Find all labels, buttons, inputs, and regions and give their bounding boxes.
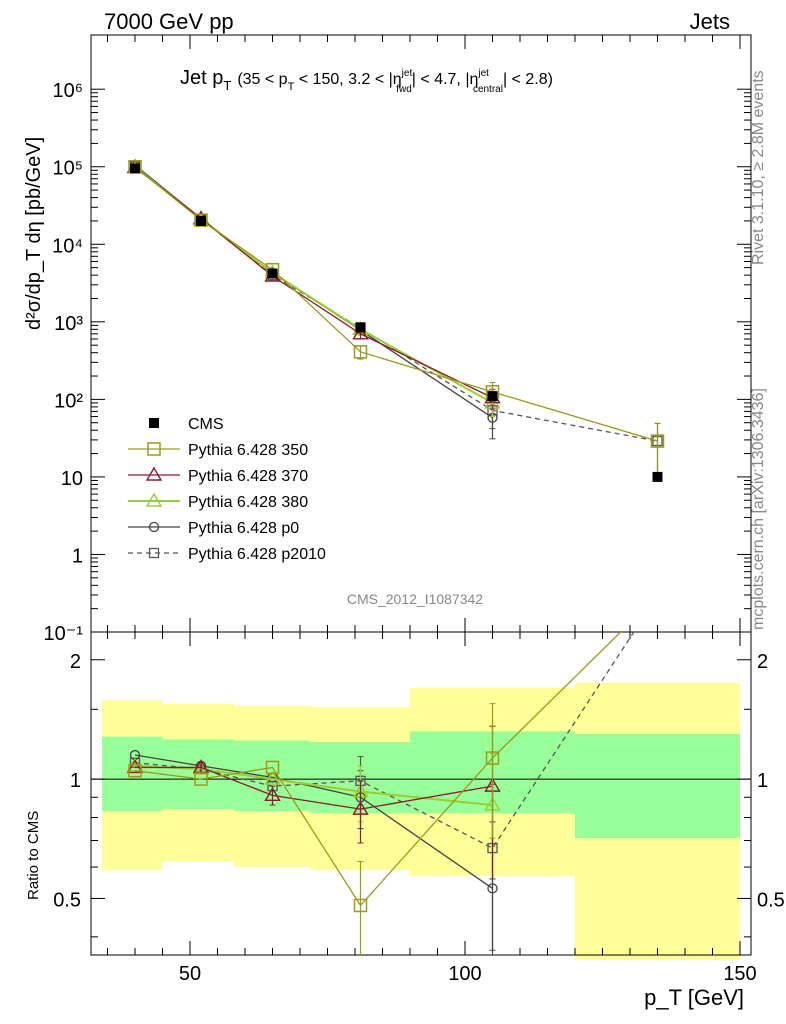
- band-inner-0: [102, 736, 163, 812]
- main-line-pythia-6-428-370: [134, 166, 493, 399]
- main-panel: 10⁻¹ 1 10 10² 10³ 10⁴ 10⁵ 10⁶: [44, 34, 752, 645]
- main-series-pythia-6-428-380: [126, 158, 501, 418]
- ratio-line-pythia-6-428-p0: [134, 754, 493, 889]
- main-ylabel: d²σ/dp_T dη [pb/GeV]: [23, 137, 45, 330]
- legend-label-cms: CMS: [188, 416, 224, 433]
- main-series-cms: [130, 163, 663, 482]
- mcplots-label: mcplots.cern.ch [arXiv:1306.3436]: [750, 388, 767, 630]
- ratio-point-pythia-6-428-370: [126, 759, 144, 774]
- header-left: 7000 GeV pp: [104, 9, 234, 34]
- ratio-point-pythia-6-428-370: [264, 786, 281, 802]
- legend-marker-pythia-6-428-380: [145, 492, 163, 507]
- ratio-bands: [102, 682, 740, 960]
- ratio-ylabel: Ratio to CMS: [25, 811, 42, 900]
- ratio-series-pythia-6-428-350: [128, 590, 664, 955]
- main-line-pythia-6-428-p0: [134, 164, 493, 419]
- legend-marker-pythia-6-428-p0: [148, 521, 160, 533]
- main-point-cms: [267, 268, 278, 279]
- legend-label-pythia-6-428-350: Pythia 6.428 350: [188, 442, 308, 459]
- title-cond: (35 < p: [237, 71, 287, 88]
- ratio-line-pythia-6-428-350: [134, 632, 622, 907]
- y-tick-label: 10⁶: [53, 80, 83, 102]
- main-point-cms: [652, 471, 663, 482]
- title-cond-sup1: jet: [401, 68, 413, 79]
- ratio-point-pythia-6-428-350: [485, 751, 500, 765]
- title-cond2: < 150, 3.2 < |η: [294, 71, 401, 88]
- y-tick-label: 10⁴: [52, 235, 83, 257]
- header-right: Jets: [690, 9, 730, 34]
- main-point-cms: [130, 163, 140, 174]
- main-point-cms: [355, 322, 366, 333]
- main-point-pythia-6-428-370: [352, 325, 369, 340]
- ratio-tick-label: 2: [70, 651, 81, 673]
- x-axis-label: p_T [GeV]: [644, 985, 744, 1010]
- y-tick-label: 10²: [54, 390, 83, 412]
- main-line-pythia-6-428-350: [134, 166, 658, 442]
- x-tick-label: 150: [723, 963, 756, 985]
- x-tick-label: 100: [448, 963, 481, 985]
- svg-text:Jet pT(35 < pT < 150, 3.2 < |η: Jet pT (35 < pT < 150, 3.2 < |ηjet fwd| < …: [180, 67, 553, 95]
- title-cond4: | < 2.8): [503, 71, 553, 88]
- ratio-point-pythia-6-428-350: [353, 898, 368, 913]
- legend: CMS Pythia 6.428 350 Pythia 6.428 370 Pythi…: [128, 416, 326, 563]
- main-line-pythia-6-428-380: [134, 165, 493, 404]
- title-main-sub: T: [223, 78, 231, 93]
- main-series-pythia-6-428-370: [126, 159, 501, 410]
- main-point-pythia-6-428-350: [194, 213, 208, 227]
- band-inner-5: [575, 733, 740, 839]
- legend-label-pythia-6-428-p2010: Pythia 6.428 p2010: [188, 546, 326, 563]
- legend-label-pythia-6-428-370: Pythia 6.428 370: [188, 468, 308, 485]
- ratio-frame: [90, 631, 752, 956]
- ratio-point-pythia-6-428-350: [194, 772, 208, 786]
- title-cond-sup2: jet: [477, 68, 489, 79]
- ratio-point-pythia-6-428-p2010: [653, 591, 662, 600]
- ratio-panel: 50 100 150 0.5 0.5 1 1 2 2: [53, 590, 785, 985]
- ratio-tick-label-right: 2: [757, 651, 768, 673]
- main-line-pythia-6-428-p2010: [134, 165, 658, 442]
- rivet-label: Rivet 3.1.10, ≥ 2.8M events: [750, 70, 767, 265]
- ratio-tick-label-right: 1: [757, 770, 768, 792]
- legend-label-pythia-6-428-380: Pythia 6.428 380: [188, 494, 308, 511]
- title-cond-sub1: T: [288, 81, 295, 93]
- ratio-tick-label: 1: [70, 770, 81, 792]
- title-cond-sub2: fwd: [396, 84, 412, 95]
- main-point-cms: [487, 391, 498, 402]
- legend-label-pythia-6-428-p0: Pythia 6.428 p0: [188, 520, 299, 537]
- ratio-point-pythia-6-428-350: [652, 590, 664, 602]
- ratio-point-pythia-6-428-350: [128, 763, 142, 778]
- ratio-point-pythia-6-428-p0: [487, 883, 498, 894]
- title-cond-sub3: central: [473, 84, 503, 95]
- ratio-tick-label: 0.5: [53, 889, 81, 911]
- legend-marker-pythia-6-428-370: [145, 466, 163, 481]
- main-point-pythia-6-428-350: [650, 434, 665, 448]
- legend-marker-cms: [149, 418, 159, 428]
- main-frame: [90, 34, 752, 633]
- ratio-tick-label-right: 0.5: [757, 889, 785, 911]
- legend-marker-pythia-6-428-350: [147, 442, 161, 456]
- y-tick-label: 10: [61, 468, 83, 490]
- y-tick-label: 1: [72, 545, 83, 567]
- watermark: CMS_2012_I1087342: [347, 591, 483, 607]
- x-tick-label: 50: [179, 963, 201, 985]
- main-point-cms: [196, 215, 206, 226]
- title-main: Jet p: [180, 67, 223, 89]
- ratio-point-pythia-6-428-350: [265, 760, 280, 775]
- plot-title: Jet pT (35 < pT < 150, 3.2 < |ηjet fwd| < …: [180, 67, 553, 95]
- main-series-layer: [126, 158, 665, 482]
- y-tick-label: 10⁻¹: [44, 623, 84, 645]
- y-tick-label: 10⁵: [52, 158, 83, 180]
- ratio-series-layer: [126, 590, 664, 955]
- main-point-pythia-6-428-350: [353, 345, 368, 359]
- y-tick-label: 10³: [54, 313, 83, 335]
- ratio-point-pythia-6-428-380: [264, 770, 281, 785]
- title-cond3: | < 4.7, |η: [412, 71, 479, 88]
- legend-marker-pythia-6-428-p2010: [148, 547, 160, 559]
- ratio-point-pythia-6-428-370: [352, 800, 369, 815]
